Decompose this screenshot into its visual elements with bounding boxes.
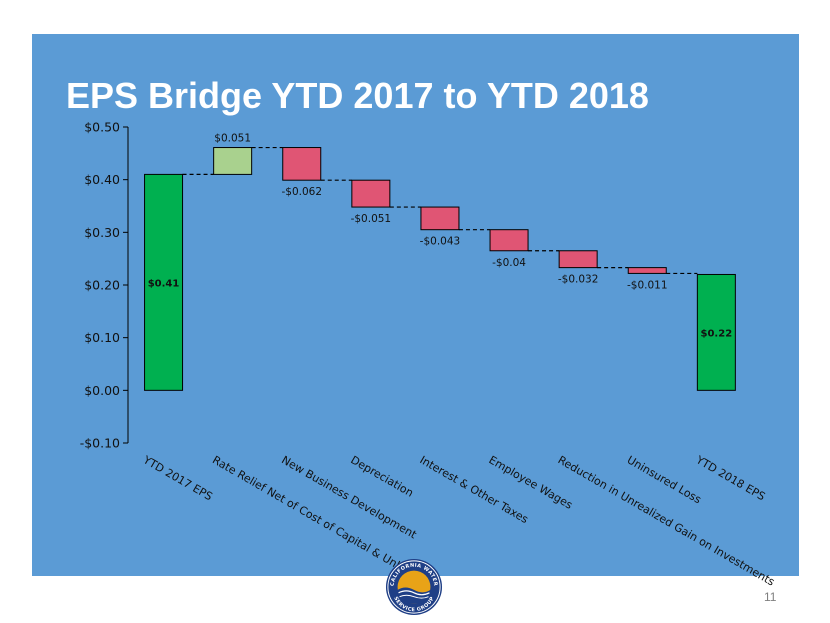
category-label: New Business Development <box>279 453 419 541</box>
data-label: -$0.043 <box>420 236 461 248</box>
data-label: -$0.062 <box>281 186 322 198</box>
data-labels: $0.41 $0.051 -$0.062 -$0.051 -$0.043 -$0.04 -$… <box>148 133 732 340</box>
category-label: YTD 2017 EPS <box>140 453 214 503</box>
california-water-service-group-logo: CALIFORNIA WATER SERVICE GROUP <box>385 558 443 616</box>
y-tick-label: $0.40 <box>84 172 120 187</box>
bars <box>144 147 736 391</box>
data-label: $0.051 <box>214 133 251 145</box>
y-tick-label: $0.10 <box>84 330 120 345</box>
y-tick-label: $0.30 <box>84 225 120 240</box>
bar <box>489 229 529 252</box>
data-label: -$0.011 <box>627 279 668 291</box>
bar <box>144 173 184 391</box>
y-tick-label: $0.00 <box>84 383 120 398</box>
y-axis: -$0.10 $0.00 $0.10 $0.20 $0.30 $0.40 $0.50 <box>80 120 129 451</box>
bar <box>558 250 598 269</box>
y-tick-label: $0.50 <box>84 120 120 135</box>
data-label: $0.22 <box>701 328 733 339</box>
data-label: -$0.051 <box>351 213 392 225</box>
data-label: -$0.04 <box>492 257 526 269</box>
bar <box>213 147 253 175</box>
category-label: YTD 2018 EPS <box>693 453 767 503</box>
bar <box>282 147 322 181</box>
bar <box>696 273 736 391</box>
bar-connectors <box>182 146 698 275</box>
category-label: Depreciation <box>348 453 415 499</box>
data-label: $0.41 <box>148 278 180 289</box>
page-number: 11 <box>764 590 777 604</box>
bar <box>627 267 667 274</box>
data-label: -$0.032 <box>558 274 599 286</box>
bar <box>420 206 460 231</box>
y-tick-label: $0.20 <box>84 278 120 293</box>
y-tick-label: -$0.10 <box>80 436 120 451</box>
slide-title: EPS Bridge YTD 2017 to YTD 2018 <box>66 75 649 116</box>
bar <box>351 179 391 208</box>
